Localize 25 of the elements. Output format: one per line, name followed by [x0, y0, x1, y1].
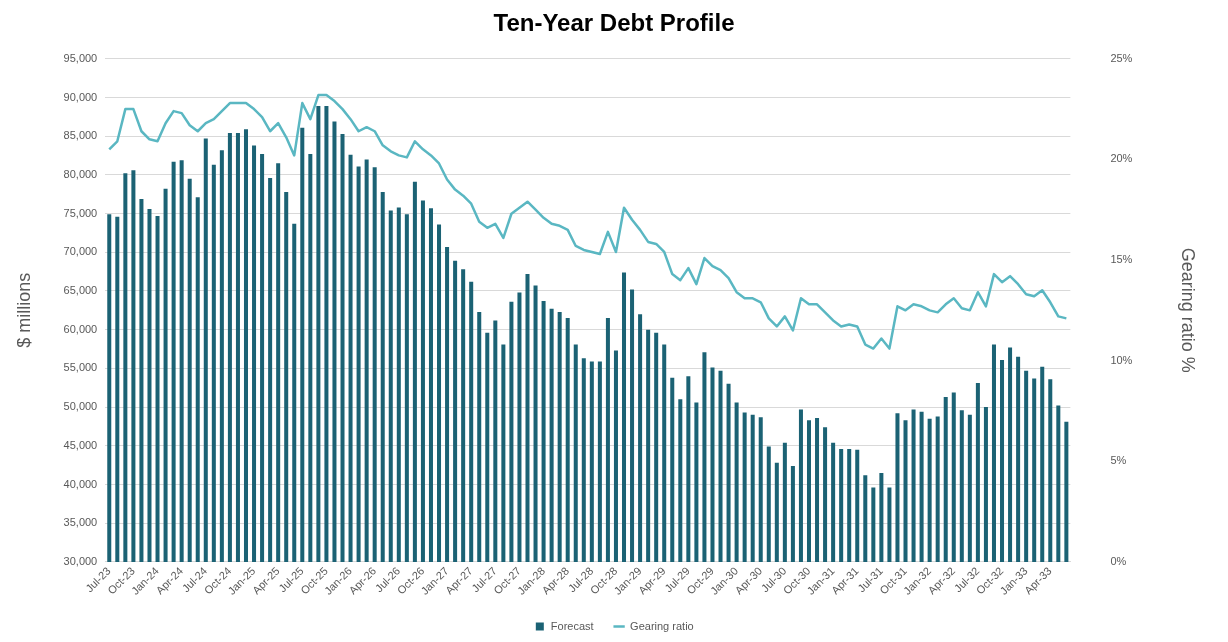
y-axis-title: $ millions — [13, 272, 34, 348]
legend-label: Forecast — [550, 619, 594, 632]
y-tick-label: 90,000 — [63, 90, 98, 103]
y-tick-label: 35,000 — [63, 516, 98, 529]
y-tick-label: 40,000 — [63, 477, 98, 490]
y-tick-label: 95,000 — [63, 51, 98, 64]
y-tick-label: 85,000 — [63, 129, 98, 142]
y2-tick-label: 15% — [1110, 253, 1133, 266]
y2-tick-label: 0% — [1110, 554, 1127, 567]
y2-tick-label: 20% — [1110, 152, 1133, 165]
y-tick-label: 80,000 — [63, 167, 98, 180]
y-tick-label: 55,000 — [63, 361, 98, 374]
y-tick-label: 60,000 — [63, 322, 98, 335]
chart-title: Ten-Year Debt Profile — [493, 9, 735, 37]
y-tick-label: 65,000 — [63, 284, 98, 297]
y2-tick-label: 10% — [1110, 353, 1133, 366]
legend-label: Gearing ratio — [630, 619, 694, 632]
y2-tick-label: 5% — [1110, 454, 1127, 467]
y-tick-label: 30,000 — [63, 554, 98, 567]
y-tick-label: 75,000 — [63, 206, 98, 219]
y-tick-label: 45,000 — [63, 438, 98, 451]
y2-tick-label: 25% — [1110, 51, 1133, 64]
y-tick-label: 70,000 — [63, 245, 98, 258]
y-tick-label: 50,000 — [63, 400, 98, 413]
y2-axis-title: Gearing ratio % — [1178, 247, 1199, 373]
